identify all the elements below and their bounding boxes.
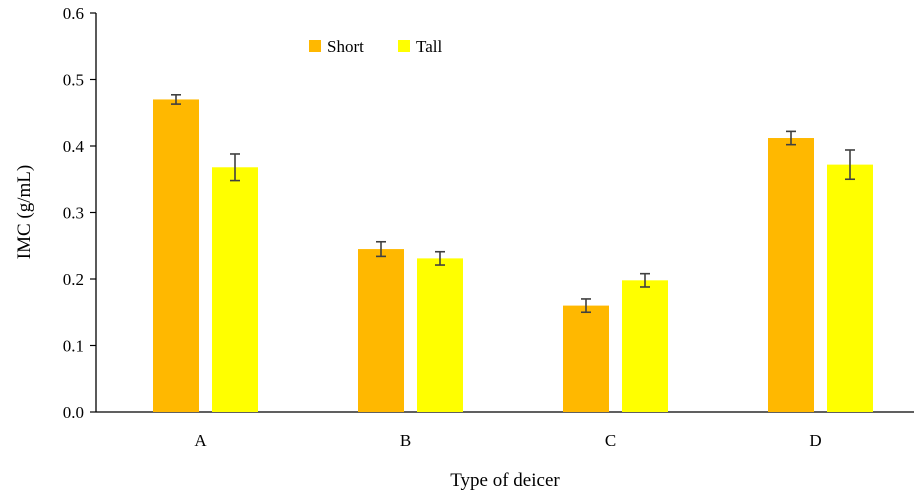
y-tick-label: 0.0: [63, 403, 84, 422]
error-bar: [230, 153, 240, 182]
legend: Short Tall: [309, 37, 442, 56]
bar-short-a: [153, 99, 199, 412]
error-bar: [581, 298, 591, 314]
x-ticks: A B C D: [194, 431, 821, 450]
x-tick-label: D: [809, 431, 821, 450]
error-bars: [171, 93, 855, 314]
error-bar: [845, 149, 855, 181]
error-bar: [171, 93, 181, 105]
x-tick-label: A: [194, 431, 207, 450]
error-bar: [640, 272, 650, 288]
y-tick-label: 0.6: [63, 4, 84, 23]
bar-short-c: [563, 305, 609, 412]
x-tick-label: B: [400, 431, 411, 450]
legend-label-short: Short: [327, 37, 364, 56]
bars: [153, 99, 873, 412]
bar-short-d: [768, 138, 814, 412]
legend-swatch-tall: [398, 40, 410, 52]
error-bar: [786, 130, 796, 146]
bar-short-b: [358, 249, 404, 412]
legend-label-tall: Tall: [416, 37, 442, 56]
bar-tall-c: [622, 280, 668, 412]
error-bar: [376, 240, 386, 258]
y-axis-title: IMC (g/mL): [14, 165, 35, 259]
legend-swatch-short: [309, 40, 321, 52]
y-tick-label: 0.5: [63, 71, 84, 90]
y-ticks: 0.0 0.1 0.2 0.3 0.4 0.5 0.6: [63, 4, 96, 422]
bar-tall-b: [417, 258, 463, 412]
x-tick-label: C: [605, 431, 616, 450]
x-axis-title: Type of deicer: [450, 470, 560, 491]
y-tick-label: 0.1: [63, 337, 84, 356]
y-tick-label: 0.2: [63, 270, 84, 289]
y-tick-label: 0.4: [63, 137, 85, 156]
bar-tall-a: [212, 167, 258, 412]
bar-tall-d: [827, 164, 873, 412]
y-tick-label: 0.3: [63, 204, 84, 223]
error-bar: [435, 250, 445, 266]
